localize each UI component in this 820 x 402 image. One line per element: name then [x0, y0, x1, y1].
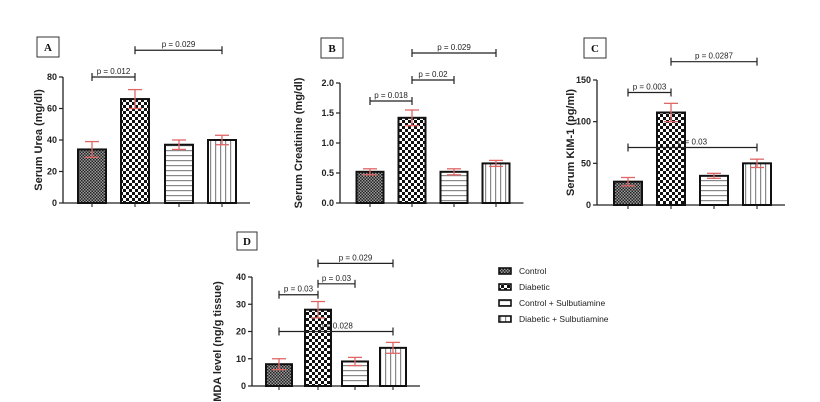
y-tick-label: 40	[47, 135, 57, 145]
y-tick-label: 40	[236, 272, 246, 282]
y-tick-label: 60	[47, 104, 57, 114]
y-axis-label: Serum Urea (mg/dl)	[33, 89, 45, 191]
y-tick-label: 50	[581, 158, 591, 168]
p-value-label: p = 0.0287	[695, 52, 734, 61]
chart-panel-d: D 0 10 20 30 40 MDA level (ng/g tissue) p = 0.0…	[212, 231, 420, 402]
legend-swatch	[498, 299, 512, 307]
y-tick-label: 0.5	[321, 168, 334, 178]
y-tick-label: 1.5	[321, 108, 334, 118]
legend-swatch	[498, 315, 512, 323]
y-tick-label: 2.0	[321, 78, 334, 88]
y-tick-label: 0	[586, 200, 591, 210]
p-value-label: p = 0.012	[97, 67, 131, 76]
bar-control-sulbutiamine	[439, 170, 469, 205]
legend: Control Diabetic Control + Sulbutiamine Dia…	[498, 266, 609, 324]
y-tick-label: 1.0	[321, 138, 334, 148]
panel-label-box	[36, 36, 60, 58]
y-tick-label: 150	[576, 75, 591, 85]
panel-label: D	[243, 236, 251, 248]
bar-diabetic	[656, 111, 686, 206]
p-value-label: p = 0.028	[319, 322, 353, 331]
panel-label-box	[320, 37, 344, 59]
panel-label-box	[236, 231, 258, 251]
y-tick-label: 20	[236, 327, 246, 337]
y-tick-label: 20	[47, 167, 57, 177]
p-value-label: p = 0.03	[284, 285, 314, 294]
panel-label: A	[44, 42, 52, 54]
p-value-label: p = 0.02	[418, 70, 448, 79]
chart-panel-b: B 0.0 0.5 1.0 1.5 2.0 Serum Creatinine (mg/dl)…	[293, 37, 524, 208]
p-value-label: p = 0.029	[437, 43, 471, 52]
p-value-label: p = 0.029	[339, 253, 373, 262]
legend-swatch	[498, 283, 512, 291]
panel-label: B	[328, 43, 336, 55]
p-value-label: p = 0.018	[374, 91, 408, 100]
p-value-label: p = 0.029	[162, 40, 196, 49]
y-tick-label: 100	[576, 117, 591, 127]
bar-diabetic-sulbutiamine	[742, 162, 772, 206]
y-axis-label: MDA level (ng/g tissue)	[212, 281, 224, 402]
legend-label: Diabetic	[519, 282, 550, 292]
bar-control	[355, 170, 385, 205]
y-tick-label: 0	[52, 198, 57, 208]
y-axis-label: Serum Creatinine (mg/dl)	[293, 77, 305, 208]
p-value-label: p = 0.003	[633, 83, 667, 92]
p-value-label: p = 0.03	[678, 138, 708, 147]
y-tick-label: 80	[47, 72, 57, 82]
bar-control-sulbutiamine	[164, 143, 194, 205]
legend-label: Control + Sulbutiamine	[519, 298, 606, 308]
y-tick-label: 30	[236, 299, 246, 309]
y-tick-label: 0	[241, 381, 246, 391]
legend-label: Control	[519, 266, 547, 276]
chart-panel-c: C 0 50 100 150 Serum KIM-1 (pg/ml) p = 0.003 p …	[565, 37, 785, 210]
y-tick-label: 10	[236, 354, 246, 364]
y-axis-label: Serum KIM-1 (pg/ml)	[565, 89, 577, 196]
bar-diabetic	[120, 98, 150, 204]
legend-label: Diabetic + Sulbutiamine	[519, 314, 609, 324]
panel-label-box	[583, 37, 607, 59]
p-value-label: p = 0.03	[322, 274, 352, 283]
bar-diabetic-sulbutiamine	[481, 162, 511, 204]
legend-swatch	[498, 267, 512, 275]
panel-label: C	[591, 43, 599, 55]
y-tick-label: 0.0	[321, 198, 334, 208]
bar-diabetic	[397, 116, 427, 204]
bar-diabetic-sulbutiamine	[207, 139, 237, 204]
bar-control-sulbutiamine	[699, 174, 729, 206]
